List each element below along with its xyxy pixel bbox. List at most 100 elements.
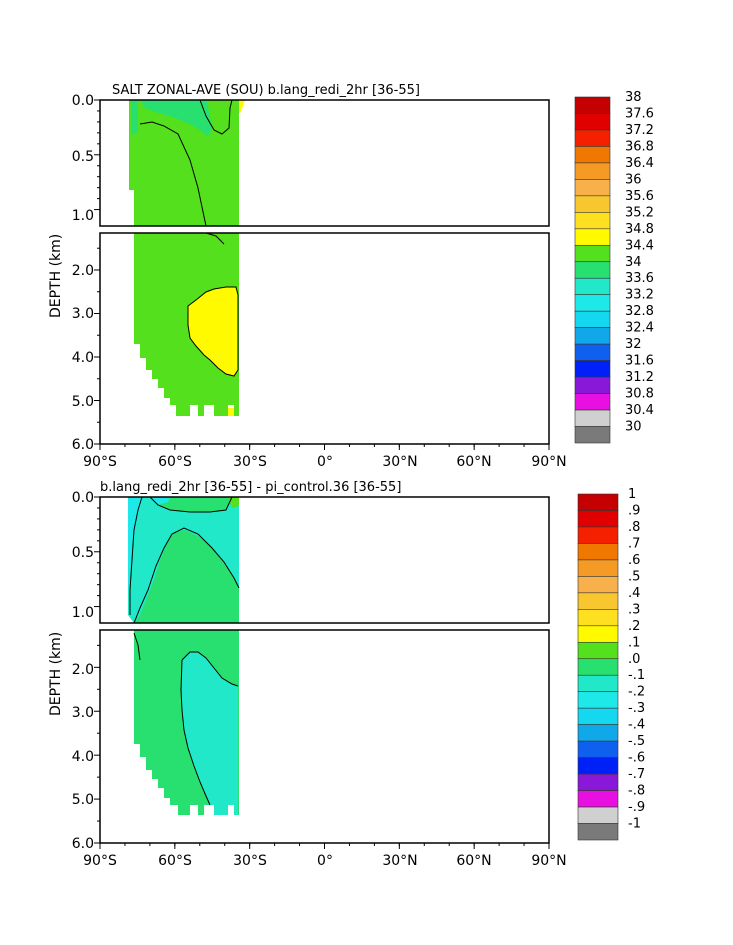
y-tick-label: 6.0	[72, 836, 94, 852]
y-tick-label: 3.0	[72, 705, 94, 721]
panel-difference: b.lang_redi_2hr [36-55] - pi_control.36 …	[48, 480, 645, 869]
x-tick-label: 0°	[317, 853, 333, 869]
contour-line	[139, 121, 207, 227]
region-surface-strong-negative	[128, 497, 142, 590]
colorbar-label: -.1	[628, 668, 645, 683]
colorbar-label: 36.8	[625, 139, 654, 154]
colorbar-label: 36	[625, 172, 642, 187]
colorbar-swatch	[574, 426, 611, 444]
colorbar-label: -.3	[628, 701, 645, 716]
contour-line	[133, 527, 240, 624]
colorbar-swatch	[577, 790, 619, 808]
region-surface-high-salinity	[239, 100, 245, 113]
colorbar-label: -.7	[628, 767, 645, 782]
colorbar-label: .8	[628, 520, 640, 535]
colorbar-swatch	[577, 707, 619, 725]
colorbar-label: 32.8	[625, 304, 654, 319]
y-tick-label: 5.0	[72, 792, 94, 808]
colorbar-swatch	[577, 724, 619, 742]
contour-line	[187, 286, 239, 377]
colorbar-swatch	[574, 129, 611, 147]
y-tick-label: 2.0	[72, 662, 94, 678]
x-tick-label: 60°N	[456, 454, 491, 470]
panel-salinity: SALT ZONAL-AVE (SOU) b.lang_redi_2hr [36…	[48, 83, 654, 470]
y-tick-label: 1.0	[72, 605, 94, 621]
colorbar-swatch	[577, 806, 619, 824]
colorbar-swatch	[577, 773, 619, 791]
colorbar-swatch	[577, 823, 619, 841]
colorbar-swatch	[574, 310, 611, 328]
region-shallow-fresh	[140, 100, 212, 137]
plot-frame-upper	[99, 496, 550, 624]
colorbar-swatch	[577, 625, 619, 643]
colorbar-label: 30.8	[625, 387, 654, 402]
colorbar-swatch	[574, 393, 611, 411]
colorbar-label: -1	[628, 817, 641, 832]
contour-line	[180, 659, 211, 806]
region-shallow-fresh	[131, 100, 138, 134]
y-tick-label: 5.0	[72, 394, 94, 410]
y-tick-label: 1.0	[72, 208, 94, 224]
colorbar-label: 31.6	[625, 354, 654, 369]
y-tick-label: 2.0	[72, 263, 94, 279]
colorbar-swatch	[574, 179, 611, 197]
colorbar-label: .0	[628, 652, 640, 667]
colorbar-label: 1	[628, 487, 636, 502]
colorbar-label: 30.4	[625, 403, 654, 418]
y-tick-label: 6.0	[72, 437, 94, 453]
region-deep-high-salinity	[188, 287, 238, 376]
colorbar-label: .6	[628, 553, 640, 568]
region-background-salinity	[134, 233, 239, 416]
y-tick-label: 0.5	[72, 545, 94, 561]
colorbar-label: 34	[625, 255, 642, 270]
x-tick-label: 30°S	[233, 853, 267, 869]
colorbar-label: -.2	[628, 685, 645, 700]
y-tick-label: 0.5	[72, 149, 94, 165]
colorbar-swatch	[574, 277, 611, 296]
plot-frame-upper	[99, 99, 550, 227]
colorbar-swatch	[574, 113, 611, 131]
x-tick-label: 90°N	[531, 853, 566, 869]
colorbar-swatch	[574, 376, 611, 394]
contour-line	[181, 651, 239, 687]
colorbar-swatch	[574, 261, 611, 279]
contour-lines	[129, 496, 240, 806]
colorbar: 1.9.8.7.6.5.4.3.2.1.0-.1-.2-.3-.4-.5-.6-…	[577, 487, 645, 841]
colorbar-label: 33.2	[625, 288, 654, 303]
x-tick-label: 30°S	[233, 454, 267, 470]
panel-title: SALT ZONAL-AVE (SOU) b.lang_redi_2hr [36…	[112, 83, 420, 98]
x-tick-label: 30°N	[382, 454, 417, 470]
colorbar-swatch	[574, 212, 611, 230]
panel-title: b.lang_redi_2hr [36-55] - pi_control.36 …	[100, 480, 401, 495]
colorbar-swatch	[577, 543, 619, 561]
colorbar: 3837.637.236.836.43635.635.234.834.43433…	[574, 90, 654, 444]
axes	[94, 99, 550, 450]
region-shallow-negative-difference	[128, 497, 239, 623]
colorbar-swatch	[577, 691, 619, 709]
colorbar-swatch	[574, 228, 611, 246]
colorbar-label: 36.4	[625, 156, 654, 171]
colorbar-label: 32	[625, 337, 642, 352]
colorbar-swatch	[577, 674, 619, 693]
y-tick-labels: 0.0 0.5 1.0 2.0 3.0 4.0 5.0 6.0	[72, 490, 94, 852]
colorbar-label: -.9	[628, 800, 645, 815]
contour-line	[205, 232, 225, 245]
colorbar-label: 31.2	[625, 370, 654, 385]
y-tick-labels: 0.0 0.5 1.0 2.0 3.0 4.0 5.0 6.0	[72, 93, 94, 453]
colorbar-label: .5	[628, 569, 640, 584]
colorbar-swatch	[577, 559, 619, 577]
region-deep-negative-difference	[181, 652, 238, 815]
colorbar-swatch	[577, 510, 619, 528]
colorbar-swatch	[574, 294, 611, 312]
x-tick-label: 60°N	[456, 853, 491, 869]
region-deep-high-salinity	[228, 408, 234, 416]
colorbar-swatch	[574, 409, 611, 427]
colorbar-swatch	[574, 195, 611, 213]
region-surface-strong-negative	[150, 497, 170, 505]
colorbar-swatch	[577, 658, 619, 676]
x-tick-label: 60°S	[158, 454, 192, 470]
colorbar-swatch	[574, 360, 611, 378]
contour-line	[133, 632, 141, 661]
colorbar-swatch	[574, 343, 611, 361]
